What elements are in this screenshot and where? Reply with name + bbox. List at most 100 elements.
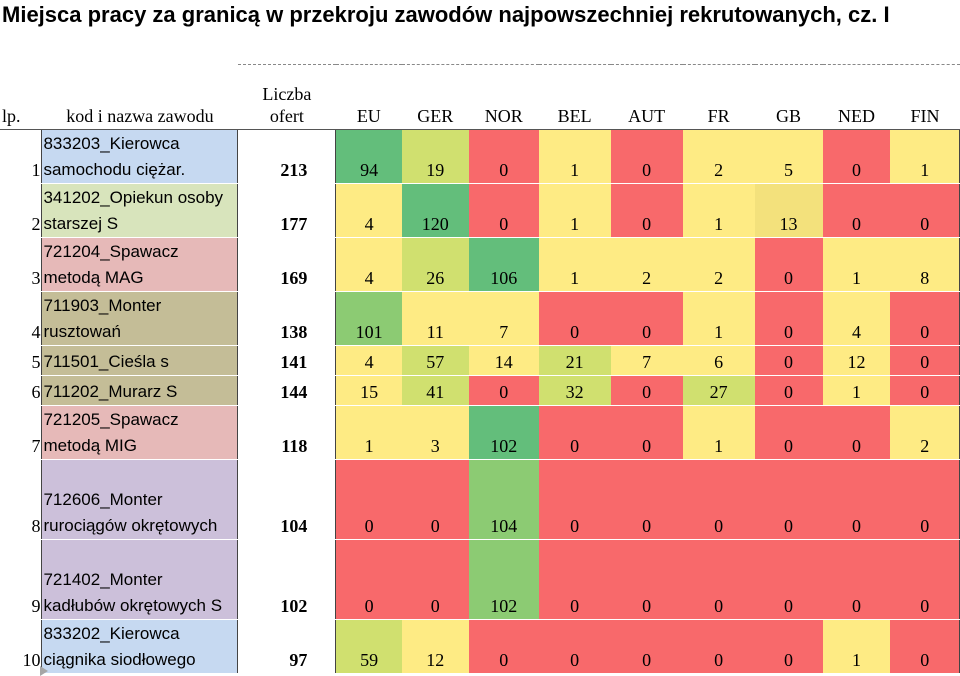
value-cell: 1 [335,405,402,460]
arrow-marker-icon [40,666,48,676]
value-cell: 5 [754,129,823,184]
header-count-line1: Liczba [262,84,312,104]
value-cell: 0 [538,291,611,346]
value-cell: 12 [401,619,469,674]
value-cell: 0 [822,459,891,540]
value-cell: 0 [890,291,960,346]
row-lp: 8 [0,459,42,540]
value-cell: 0 [468,129,539,184]
value-cell: 102 [468,539,539,620]
value-cell: 1 [538,237,611,292]
value-cell: 0 [754,291,823,346]
value-cell: 4 [335,237,402,292]
value-cell: 0 [682,459,755,540]
value-cell: 6 [682,345,755,376]
value-cell: 1 [538,129,611,184]
table-row: 4 711903_Monter rusztowań 138 101 11 7 0… [0,291,960,346]
value-cell: 27 [682,375,755,406]
value-cell: 1 [682,183,755,238]
value-cell: 0 [754,459,823,540]
value-cell: 0 [610,619,683,674]
value-cell: 4 [822,291,891,346]
value-cell: 2 [682,237,755,292]
value-cell: 0 [538,619,611,674]
value-cell: 0 [754,539,823,620]
table-row: 7 721205_Spawacz metodą MIG 118 1 3 102 … [0,405,960,460]
value-cell: 0 [610,539,683,620]
occupation-name: 721204_Spawacz metodą MAG [41,237,238,292]
value-cell: 4 [335,345,402,376]
offer-count: 177 [237,183,337,238]
value-cell: 0 [610,405,683,460]
row-lp: 4 [0,291,42,346]
value-cell: 0 [754,405,823,460]
value-cell: 0 [822,405,891,460]
value-cell: 0 [890,459,960,540]
header-country: FR [682,64,755,130]
value-cell: 0 [754,237,823,292]
offer-count: 138 [237,291,337,346]
occupation-name: 721402_Monter kadłubów okrętowych S [41,539,238,620]
value-cell: 104 [468,459,539,540]
value-cell: 0 [610,129,683,184]
header-country: AUT [610,64,683,130]
value-cell: 0 [335,459,402,540]
value-cell: 0 [682,619,755,674]
value-cell: 41 [401,375,469,406]
row-lp: 5 [0,345,42,376]
value-cell: 0 [682,539,755,620]
value-cell: 57 [401,345,469,376]
row-lp: 3 [0,237,42,292]
value-cell: 59 [335,619,402,674]
value-cell: 3 [401,405,469,460]
occupation-name: 341202_Opiekun osoby starszej S [41,183,238,238]
value-cell: 0 [754,375,823,406]
value-cell: 0 [538,539,611,620]
header-row: lp. kod i nazwa zawodu Liczba ofert EU G… [0,64,960,130]
table-row: 3 721204_Spawacz metodą MAG 169 4 26 106… [0,237,960,292]
offer-count: 141 [237,345,337,376]
offer-count: 97 [237,619,337,674]
value-cell: 0 [468,183,539,238]
value-cell: 106 [468,237,539,292]
header-country: GB [754,64,823,130]
table-row: 5 711501_Cieśla s 141 4 57 14 21 7 6 0 1… [0,345,960,376]
value-cell: 32 [538,375,611,406]
value-cell: 94 [335,129,402,184]
value-cell: 0 [401,539,469,620]
value-cell: 13 [754,183,823,238]
header-country: FIN [890,64,960,130]
value-cell: 7 [468,291,539,346]
occupation-name: 833203_Kierowca samochodu ciężar. [41,129,238,184]
value-cell: 12 [822,345,891,376]
value-cell: 1 [822,619,891,674]
table-row: 8 712606_Monter rurociągów okrętowych 10… [0,459,960,540]
value-cell: 11 [401,291,469,346]
value-cell: 1 [538,183,611,238]
value-cell: 0 [538,459,611,540]
value-cell: 0 [890,619,960,674]
occupation-name: 833202_Kierowca ciągnika siodłowego [41,619,238,674]
value-cell: 0 [610,291,683,346]
header-kod: kod i nazwa zawodu [41,64,238,130]
header-country: BEL [538,64,611,130]
value-cell: 15 [335,375,402,406]
value-cell: 0 [468,375,539,406]
header-country: NOR [468,64,539,130]
value-cell: 101 [335,291,402,346]
value-cell: 7 [610,345,683,376]
value-cell: 0 [822,539,891,620]
occupation-name: 711202_Murarz S [41,375,238,406]
value-cell: 21 [538,345,611,376]
value-cell: 0 [538,405,611,460]
value-cell: 0 [610,375,683,406]
value-cell: 0 [890,539,960,620]
row-lp: 9 [0,539,42,620]
value-cell: 0 [610,459,683,540]
table-row: 1 833203_Kierowca samochodu ciężar. 213 … [0,129,960,184]
page-title: Miejsca pracy za granicą w przekroju zaw… [2,2,890,27]
value-cell: 26 [401,237,469,292]
value-cell: 2 [610,237,683,292]
value-cell: 0 [822,129,891,184]
value-cell: 19 [401,129,469,184]
